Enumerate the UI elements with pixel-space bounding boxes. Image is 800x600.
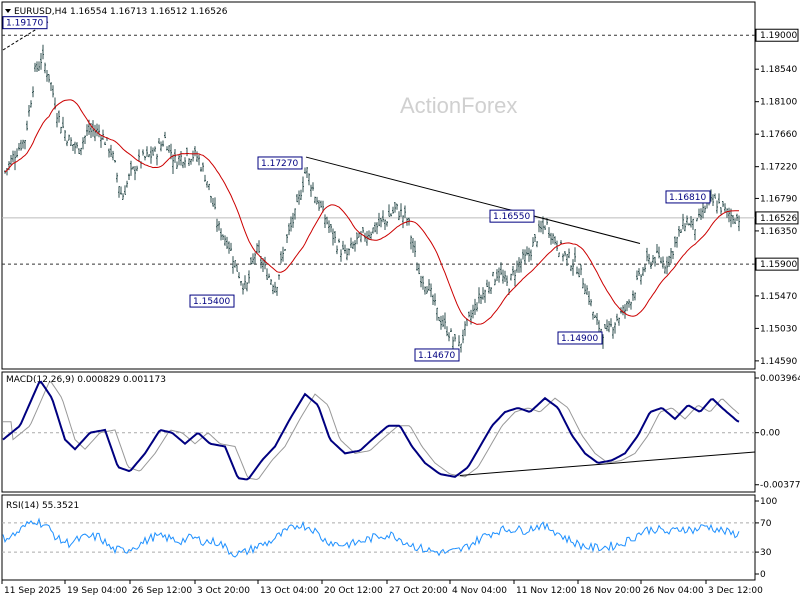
x-tick-label: 11 Sep 2025 <box>4 586 61 596</box>
price-callout-label: 1.16810 <box>669 193 706 203</box>
macd-title: MACD(12,26,9) 0.000829 0.001173 <box>6 375 166 385</box>
macd-tick-label: -0.003774 <box>760 481 800 491</box>
price-label-box <box>755 257 799 271</box>
watermark: ActionForex <box>400 93 517 118</box>
price-callout-label: 1.14670 <box>418 351 455 361</box>
rsi-title: RSI(14) 55.3521 <box>6 501 79 511</box>
x-tick-label: 19 Sep 04:00 <box>67 586 127 596</box>
moving-average-line <box>4 99 740 325</box>
x-tick-label: 26 Sep 12:00 <box>132 586 192 596</box>
rsi-tick-label: 30 <box>760 548 772 558</box>
price-label-box <box>755 211 799 225</box>
macd-tick-label: 0.003964 <box>760 374 800 384</box>
x-tick-label: 4 Nov 04:00 <box>452 586 507 596</box>
price-tick-label: 1.18100 <box>760 98 797 108</box>
x-tick-label: 3 Oct 20:00 <box>197 586 250 596</box>
rsi-tick-label: 100 <box>760 497 777 507</box>
x-tick-label: 26 Nov 04:00 <box>643 586 704 596</box>
x-tick-label: 13 Oct 04:00 <box>260 586 319 596</box>
price-trendline <box>305 156 641 244</box>
macd-panel-frame <box>1 371 756 493</box>
price-callout-box <box>257 156 303 170</box>
price-callout-box <box>489 209 535 223</box>
macd-signal-line <box>3 381 740 480</box>
price-bars <box>4 44 740 353</box>
macd-tick-label: 0.00 <box>760 429 780 439</box>
price-panel-frame <box>1 1 756 370</box>
rsi-line <box>2 517 740 558</box>
macd-trendline <box>459 451 756 476</box>
price-tick-label: 1.15900 <box>760 260 797 270</box>
x-tick-label: 18 Nov 20:00 <box>580 586 641 596</box>
price-callout-box <box>2 16 48 30</box>
x-tick-label: 3 Dec 12:00 <box>708 586 763 596</box>
price-trendline-dashed <box>2 21 49 51</box>
x-tick-label: 20 Oct 12:00 <box>324 586 383 596</box>
price-callout-box <box>189 294 235 308</box>
price-tick-label: 1.15470 <box>760 292 797 302</box>
price-tick-label: 1.16350 <box>760 227 797 237</box>
collapse-arrow-icon[interactable] <box>5 9 11 13</box>
price-callout-label: 1.16550 <box>493 212 530 222</box>
x-tick-label: 27 Oct 20:00 <box>389 586 448 596</box>
price-callout-label: 1.15400 <box>193 297 230 307</box>
price-callout-box <box>414 348 460 362</box>
price-tick-label: 1.14590 <box>760 357 797 367</box>
price-callout-label: 1.17270 <box>261 159 298 169</box>
chart-header: EURUSD,H4 1.16554 1.16713 1.16512 1.1652… <box>14 7 228 17</box>
price-tick-label: 1.18540 <box>760 65 797 75</box>
macd-line <box>2 380 740 481</box>
price-tick-label: 1.17220 <box>760 163 797 173</box>
rsi-tick-label: 0 <box>760 570 766 580</box>
price-tick-label: 1.16526 <box>760 214 797 224</box>
price-tick-label: 1.19000 <box>760 31 797 41</box>
price-label-box <box>755 28 799 42</box>
rsi-panel-frame <box>1 494 756 581</box>
price-tick-label: 1.17660 <box>760 130 797 140</box>
price-callout-label: 1.19170 <box>6 19 43 29</box>
rsi-tick-label: 70 <box>760 519 772 529</box>
x-tick-label: 11 Nov 12:00 <box>516 586 577 596</box>
price-tick-label: 1.15030 <box>760 324 797 334</box>
price-callout-label: 1.14900 <box>561 334 598 344</box>
price-tick-label: 1.16790 <box>760 194 797 204</box>
price-callout-box <box>557 331 603 345</box>
price-callout-box <box>665 190 711 204</box>
